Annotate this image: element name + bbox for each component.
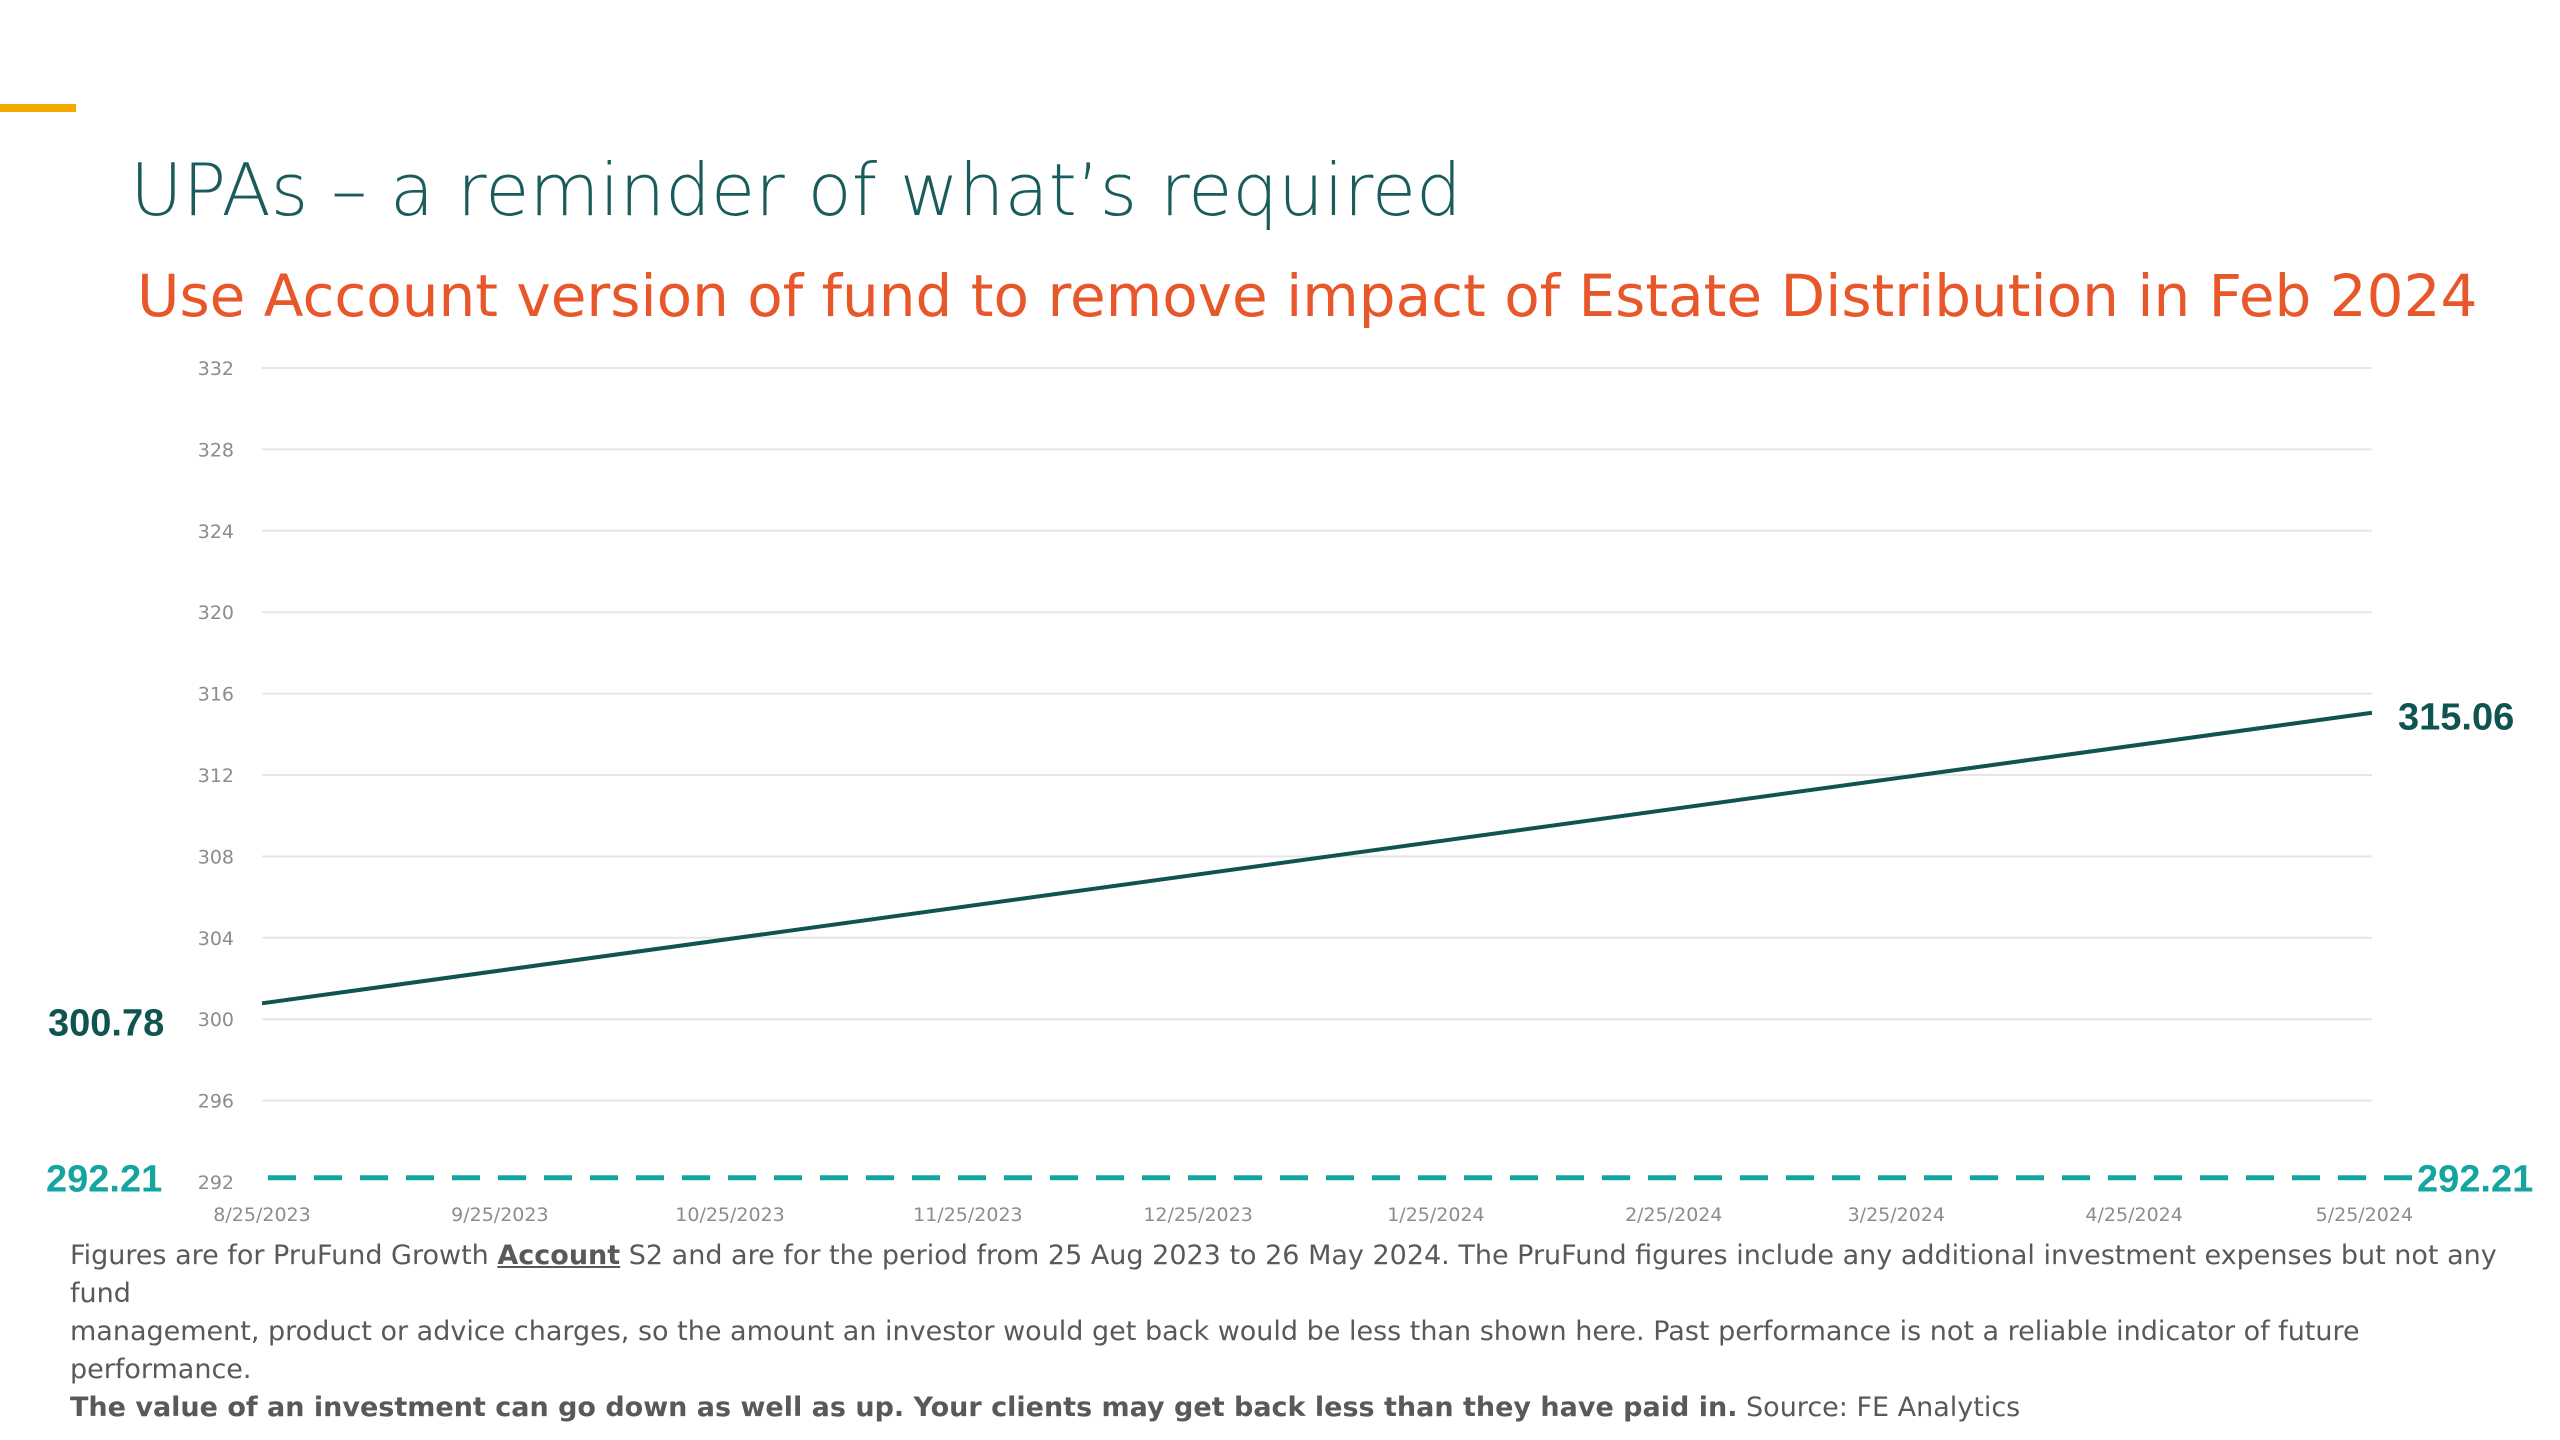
start-value-label: 300.78 — [48, 1002, 164, 1044]
x-tick-label: 4/25/2024 — [2085, 1204, 2182, 1226]
series-layer — [261, 710, 2434, 1181]
y-tick-label: 304 — [198, 928, 234, 950]
end-value-label: 315.06 — [2398, 697, 2514, 739]
footnote-text: Figures are for PruFund Growth — [70, 1240, 498, 1271]
y-tick-label: 332 — [198, 358, 234, 380]
slide-subtitle: Use Account version of fund to remove im… — [137, 262, 2478, 330]
footnote-line-3: The value of an investment can go down a… — [70, 1389, 2510, 1427]
source-text: Source: FE Analytics — [1737, 1392, 2021, 1423]
y-tick-label: 316 — [198, 684, 234, 706]
y-tick-label: 312 — [198, 765, 234, 787]
risk-warning: The value of an investment can go down a… — [70, 1392, 1738, 1423]
x-tick-label: 10/25/2023 — [675, 1204, 785, 1226]
y-tick-label: 324 — [198, 521, 234, 543]
x-tick-label: 2/25/2024 — [1625, 1204, 1722, 1226]
footnote: Figures are for PruFund Growth Account S… — [70, 1237, 2510, 1427]
slide-title: UPAs – a reminder of what’s required — [130, 148, 1462, 232]
x-tick-label: 8/25/2023 — [213, 1204, 310, 1226]
x-tick-label: 9/25/2023 — [451, 1204, 548, 1226]
y-tick-label: 300 — [198, 1009, 234, 1031]
x-tick-label: 3/25/2024 — [1848, 1204, 1945, 1226]
x-tick-label: 11/25/2023 — [913, 1204, 1023, 1226]
x-tick-label: 5/25/2024 — [2316, 1204, 2413, 1226]
y-tick-label: 296 — [198, 1091, 234, 1113]
value-labels: 300.78 315.06 292.21 292.21 — [46, 697, 2533, 1201]
y-tick-label: 308 — [198, 846, 234, 868]
end-value-label: 292.21 — [2417, 1159, 2533, 1201]
accent-bar — [0, 104, 76, 112]
y-axis-ticks: 292 296 300 304 308 312 316 320 324 328 332 — [198, 358, 234, 1194]
fund-value-line — [261, 710, 2373, 1006]
y-tick-label: 328 — [198, 439, 234, 461]
grid-layer — [262, 367, 2372, 1102]
y-tick-label: 292 — [198, 1172, 234, 1194]
footnote-line-1: Figures are for PruFund Growth Account S… — [70, 1237, 2510, 1313]
footnote-account-emphasis: Account — [497, 1240, 621, 1271]
y-tick-label: 320 — [198, 602, 234, 624]
start-value-label: 292.21 — [46, 1159, 162, 1201]
x-axis-ticks: 8/25/2023 9/25/2023 10/25/2023 11/25/2023 12… — [213, 1204, 2413, 1226]
footnote-line-2: management, product or advice charges, s… — [70, 1316, 2360, 1385]
x-tick-label: 1/25/2024 — [1387, 1204, 1484, 1226]
footnote-text: S2 and are for the period from 25 Aug 20… — [70, 1240, 2497, 1309]
x-tick-label: 12/25/2023 — [1143, 1204, 1253, 1226]
